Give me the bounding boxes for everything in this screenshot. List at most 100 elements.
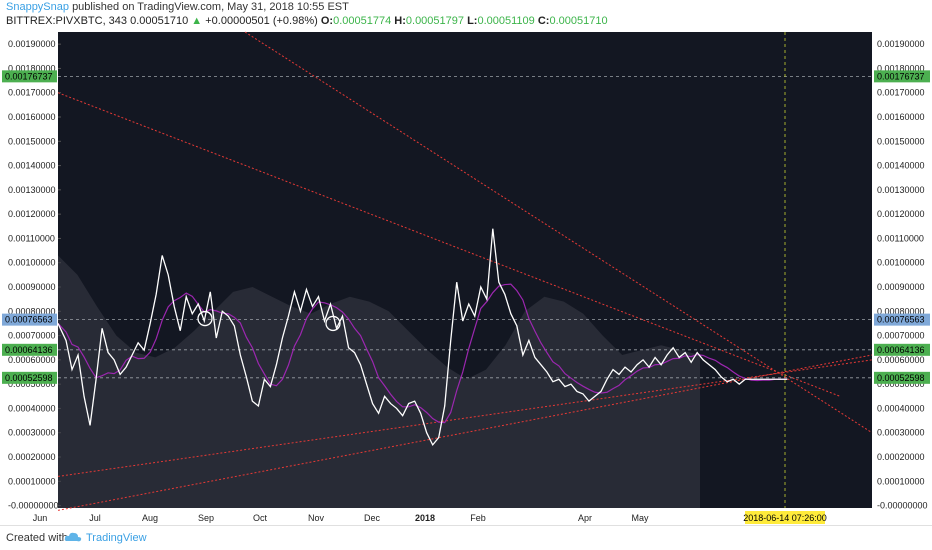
y-tick-label-right: 0.00120000: [877, 209, 925, 219]
y-tick-label-right: 0.00110000: [877, 233, 924, 243]
y-tick-label-left: 0.00040000: [8, 403, 56, 413]
open-label: O:: [320, 15, 334, 27]
change-value: +0.00000501 (+0.98%): [205, 15, 318, 27]
x-tick-label: 2018: [415, 513, 435, 523]
volatility-band-area: [58, 255, 700, 508]
moving-average-line: [57, 283, 788, 424]
trendline[interactable]: [57, 359, 873, 477]
y-tick-label-left: 0.00130000: [8, 185, 56, 195]
y-tick-label-left: 0.00070000: [8, 331, 56, 341]
high-label: H:: [394, 15, 406, 27]
price-tag-right: [874, 313, 930, 326]
y-tick-label-right: 0.00030000: [877, 428, 925, 438]
x-tick-label: Dec: [364, 513, 381, 523]
y-tick-label-left: 0.00020000: [8, 452, 56, 462]
y-tick-label-left: 0.00120000: [8, 209, 56, 219]
y-tick-label-right: 0.00070000: [877, 331, 925, 341]
price-tag-left-label: 0.00076563: [5, 315, 53, 325]
y-tick-label-right: 0.00020000: [877, 452, 925, 462]
y-tick-label-right: 0.00150000: [877, 136, 925, 146]
x-tick-label: Jul: [89, 513, 101, 523]
tradingview-brand[interactable]: TradingView: [86, 532, 147, 544]
price-tag-left-label: 0.00176737: [5, 71, 53, 81]
trendline[interactable]: [244, 31, 873, 434]
price-tag-right-label: 0.00064136: [877, 345, 925, 355]
y-tick-label-right: 0.00040000: [877, 403, 925, 413]
price-chart[interactable]: 0.00190000 0.00190000 0.00180000 0.00180000…: [0, 30, 932, 525]
y-tick-label-right: 0.00180000: [877, 63, 925, 73]
y-tick-label-right: -0.00000000: [877, 501, 928, 511]
x-tick-label: Feb: [470, 513, 486, 523]
publish-info: SnappySnap published on TradingView.com,…: [6, 1, 349, 13]
symbol-label: BITTREX:PIVXBTC, 343: [6, 15, 128, 27]
price-tag-left: [2, 70, 57, 83]
crosshair-date-tag: [745, 511, 825, 524]
author-name[interactable]: SnappySnap: [6, 1, 69, 13]
y-tick-label-right: 0.00160000: [877, 112, 925, 122]
y-tick-label-left: 0.00180000: [8, 63, 56, 73]
y-tick-label-right: 0.00060000: [877, 355, 925, 365]
low-value: 0.00051109: [477, 15, 535, 27]
y-tick-label-right: 0.00170000: [877, 88, 925, 98]
footer-bar: Created with TradingView: [0, 525, 932, 550]
x-tick-label: Aug: [142, 513, 158, 523]
y-tick-label-left: 0.00170000: [8, 88, 56, 98]
y-tick-label-left: 0.00190000: [8, 39, 56, 49]
price-tag-left: [2, 371, 57, 384]
y-tick-label-left: 0.00010000: [8, 476, 56, 486]
y-tick-label-left: 0.00140000: [8, 161, 56, 171]
x-tick-label: Sep: [198, 513, 214, 523]
price-tag-right-label: 0.00176737: [877, 71, 925, 81]
price-tag-right-label: 0.00052598: [877, 373, 925, 383]
y-tick-label-right: 0.00140000: [877, 161, 925, 171]
price-tag-left-label: 0.00064136: [5, 345, 53, 355]
symbol-ohlc-line: BITTREX:PIVXBTC, 343 0.00051710 ▲ +0.000…: [6, 15, 608, 27]
open-value: 0.00051774: [333, 15, 392, 27]
y-tick-label-left: 0.00090000: [8, 282, 56, 292]
y-tick-label-left: 0.00080000: [8, 306, 56, 316]
y-tick-label-right: 0.00100000: [877, 258, 925, 268]
left-axis-panel: [0, 32, 58, 508]
chart-header: SnappySnap published on TradingView.com,…: [0, 0, 932, 30]
y-tick-label-left: 0.00050000: [8, 379, 56, 389]
price-tag-left-label: 0.00052598: [5, 373, 53, 383]
y-tick-label-left: 0.00060000: [8, 355, 56, 365]
price-tag-left: [2, 343, 57, 356]
x-tick-label: Nov: [308, 513, 325, 523]
y-tick-label-right: 0.00190000: [877, 39, 925, 49]
y-tick-label-right: 0.00050000: [877, 379, 925, 389]
high-value: 0.00051797: [405, 15, 465, 27]
up-arrow-icon: ▲: [191, 15, 203, 27]
last-price: 0.00051710: [130, 15, 189, 27]
x-tick-label: Oct: [253, 513, 268, 523]
y-tick-label-right: 0.00130000: [877, 185, 925, 195]
highlight-circle: [325, 315, 341, 332]
y-tick-label-right: 0.00080000: [877, 306, 925, 316]
price-tag-right: [874, 70, 930, 83]
x-tick-label: May: [631, 513, 649, 523]
y-tick-label-left: -0.00000000: [8, 501, 59, 511]
crosshair-date-label: 2018-06-14 07:26:00: [743, 513, 827, 523]
tradingview-cloud-icon: [64, 532, 82, 542]
y-tick-label-right: 0.00090000: [877, 282, 925, 292]
x-tick-label: Jun: [33, 513, 48, 523]
price-tag-right: [874, 371, 930, 384]
price-line[interactable]: [57, 228, 788, 447]
created-with-text: Created with: [6, 532, 68, 544]
close-value: 0.00051710: [549, 15, 608, 27]
price-tag-left: [2, 313, 57, 326]
y-tick-label-left: 0.00100000: [8, 258, 56, 268]
price-tag-right: [874, 343, 930, 356]
y-tick-label-left: 0.00030000: [8, 428, 56, 438]
right-axis-panel: [872, 32, 932, 508]
y-tick-label-left: 0.00110000: [8, 233, 55, 243]
x-tick-label: Apr: [578, 513, 592, 523]
y-tick-label-left: 0.00160000: [8, 112, 56, 122]
y-tick-label-right: 0.00010000: [877, 476, 925, 486]
price-tag-right-label: 0.00076563: [877, 315, 925, 325]
close-label: C:: [537, 15, 550, 27]
y-tick-label-left: 0.00150000: [8, 136, 56, 146]
published-text: published on TradingView.com, May 31, 20…: [72, 1, 349, 13]
highlight-circle: [197, 310, 213, 327]
low-label: L:: [467, 15, 478, 27]
